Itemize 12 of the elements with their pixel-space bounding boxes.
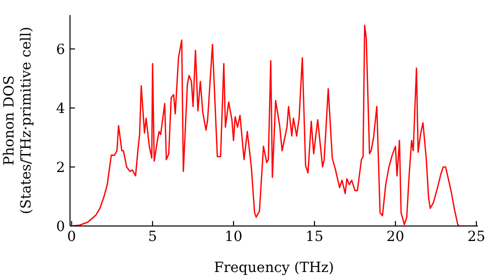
y-tick-label: 6 xyxy=(56,42,66,58)
y-axis-title: Phonon DOS (States/THz·primitive cell) xyxy=(2,26,34,214)
x-tick-label: 0 xyxy=(67,228,76,245)
x-tick-label: 25 xyxy=(467,228,486,245)
x-tick-label: 10 xyxy=(224,228,242,245)
x-tick-label: 15 xyxy=(306,228,324,245)
x-tick-label: 20 xyxy=(386,228,404,245)
y-tick-label: 0 xyxy=(56,218,65,235)
y-tick-label: 4 xyxy=(56,100,66,117)
x-tick-label: 5 xyxy=(148,228,158,245)
y-tick-label: 2 xyxy=(56,160,65,176)
x-axis-title: Frequency (THz) xyxy=(214,260,334,276)
